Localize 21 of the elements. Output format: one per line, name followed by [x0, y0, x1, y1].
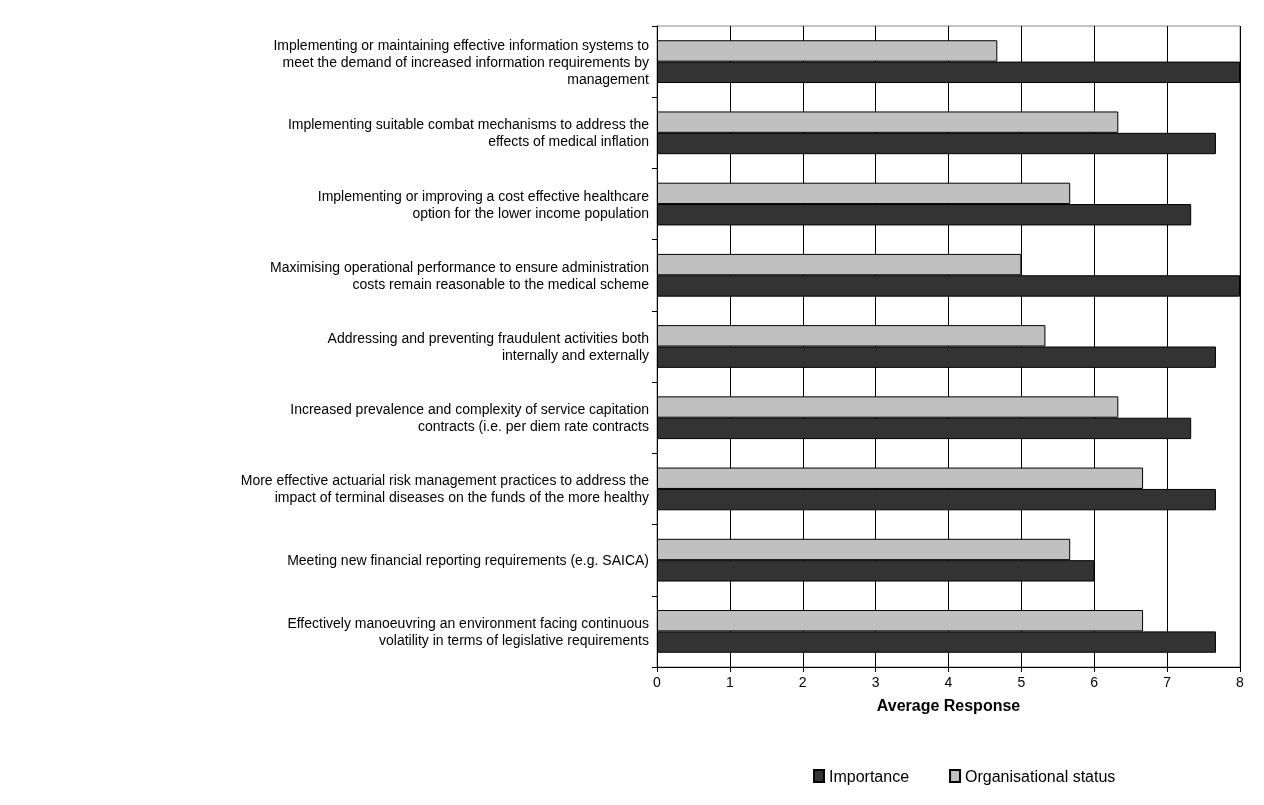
x-tick-label: 1: [725, 674, 734, 690]
x-tick-label: 4: [944, 674, 953, 690]
legend-label: Importance: [829, 767, 910, 785]
y-tick-label: Increased prevalence and complexity of service capitation contracts (i.e. per diem rate contracts: [290, 401, 649, 435]
y-tick-label: Meeting new financial reporting requirements (e.g. SAICA): [287, 552, 649, 569]
y-tick-label: Implementing or improving a cost effective healthcare option for the lower income population: [317, 187, 650, 221]
x-tick-label: 8: [1236, 674, 1245, 690]
y-tick-label: Addressing and preventing fraudulent activities both internally and externally: [327, 330, 649, 363]
x-tick-label: 3: [871, 674, 880, 690]
y-tick-label: Implementing or maintaining effective information systems to meet the demand of increased information requirements by management: [273, 36, 650, 87]
y-tick-label: Effectively manoeuvring an environment facing continuous volatility in terms of legislative requirements: [287, 614, 649, 648]
y-tick-label: Implementing suitable combat mechanisms to address the effects of medical inflation: [287, 116, 650, 150]
x-tick-label: 5: [1017, 674, 1026, 690]
x-axis-title: Average Response: [876, 696, 1021, 714]
x-tick-label: 6: [1090, 674, 1099, 690]
x-tick-label: 0: [653, 674, 662, 690]
legend-label: Organisational status: [965, 767, 1116, 785]
y-tick-label: Maximising operational performance to ensure administration costs remain reasonable to the medical scheme: [270, 258, 650, 292]
x-tick-label: 7: [1163, 674, 1172, 690]
x-tick-label: 2: [798, 674, 807, 690]
y-tick-label: More effective actuarial risk management practices to address the impact of terminal diseases on the funds of the more healthy: [240, 472, 650, 506]
